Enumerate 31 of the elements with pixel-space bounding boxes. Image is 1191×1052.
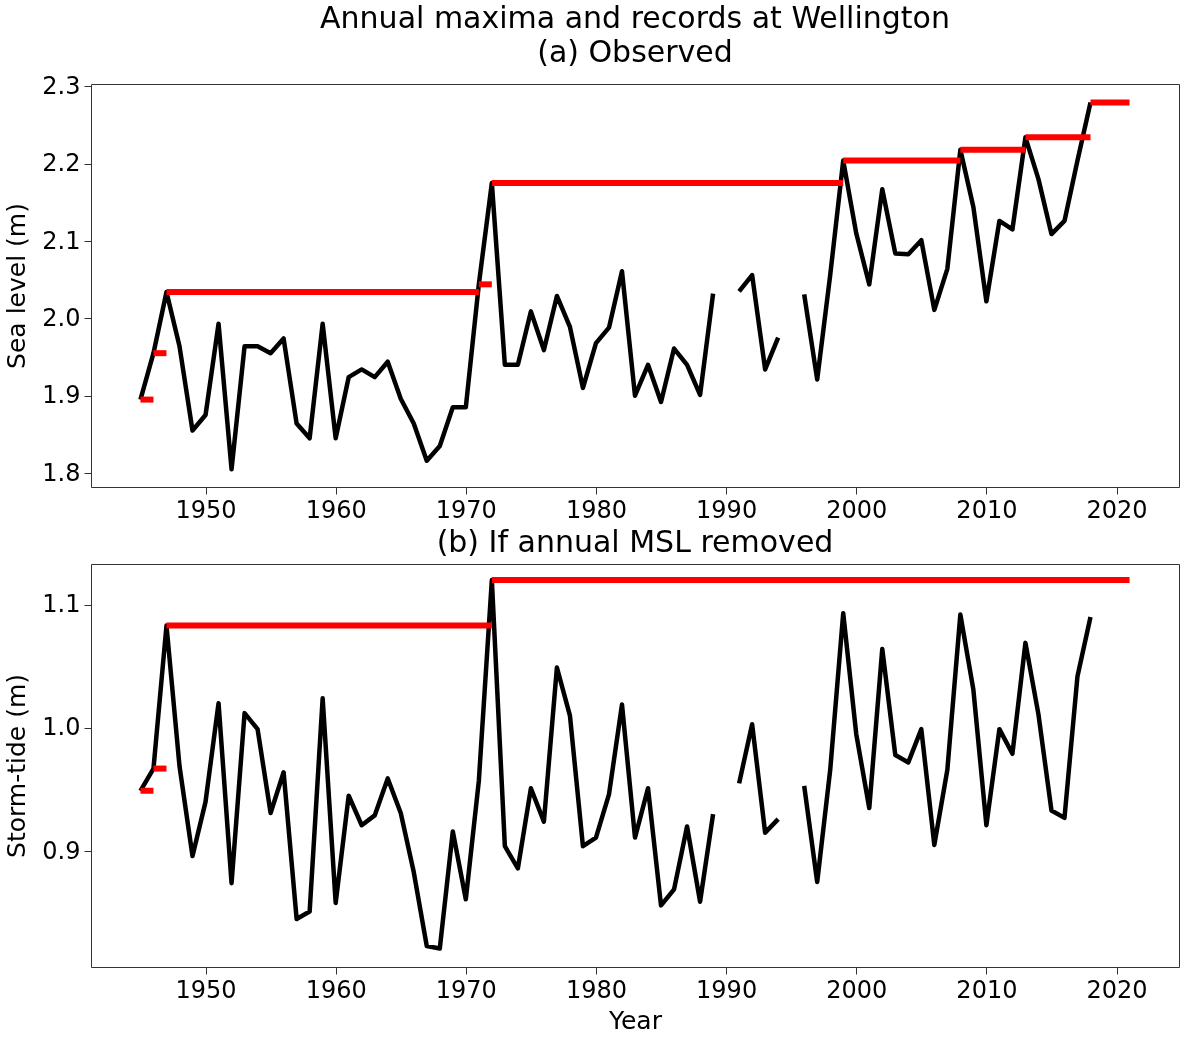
x-tick-label: 1990 [696,495,758,524]
y-tick-label: 1.9 [42,381,81,410]
x-tick-label: 1960 [305,975,367,1004]
x-axis-title: Year [608,1005,663,1035]
chart-title: Annual maxima and records at Wellington [320,0,950,36]
y-tick-label: 1.8 [42,458,81,487]
y-tick-label: 2.2 [42,149,81,178]
y-axis-title: Sea level (m) [2,203,32,369]
x-tick-label: 1970 [435,975,497,1004]
y-tick-label: 2.1 [42,226,81,255]
x-tick-label: 1990 [696,975,758,1004]
x-tick-label: 1970 [435,495,497,524]
x-tick-label: 1980 [565,975,627,1004]
x-tick-label: 2020 [1086,495,1148,524]
y-tick-label: 1.1 [42,590,81,619]
x-tick-label: 2010 [956,975,1018,1004]
y-tick-label: 2.3 [42,71,81,100]
x-tick-label: 1950 [175,975,237,1004]
x-tick-label: 1950 [175,495,237,524]
x-tick-label: 2000 [826,495,888,524]
y-tick-label: 0.9 [42,836,81,865]
y-axis-title: Storm-tide (m) [2,674,32,858]
chart-title: (b) If annual MSL removed [436,524,834,559]
y-tick-label: 1.0 [42,713,81,742]
x-tick-label: 2010 [956,495,1018,524]
y-tick-label: 2.0 [42,303,81,332]
chart-subtitle: (a) Observed [537,34,733,70]
x-tick-label: 2000 [826,975,888,1004]
x-tick-label: 1960 [305,495,367,524]
x-tick-label: 1980 [565,495,627,524]
x-tick-label: 2020 [1086,975,1148,1004]
